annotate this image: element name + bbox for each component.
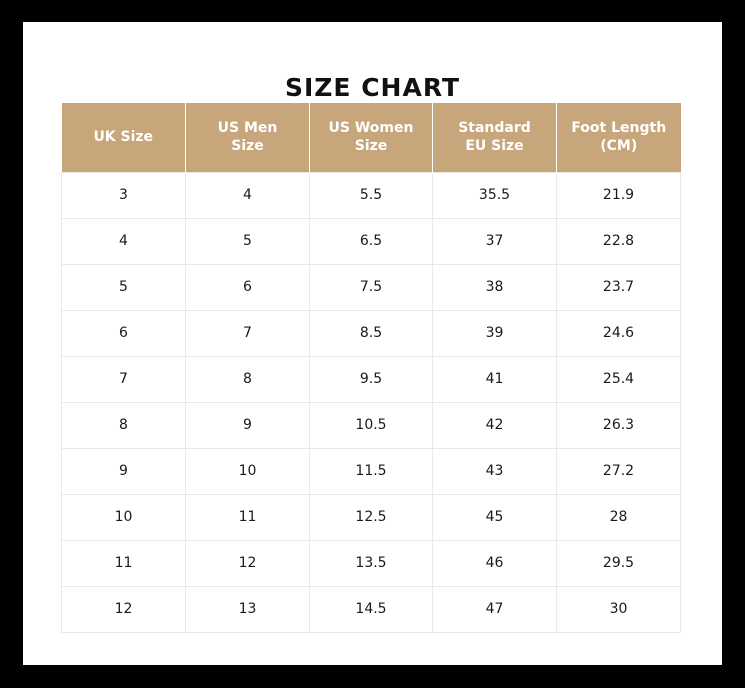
- table-cell: 45: [432, 493, 557, 541]
- table-cell: 10: [185, 447, 310, 495]
- table-row: 12 13 14.5 47 30: [61, 585, 681, 633]
- table-cell: 9.5: [309, 355, 433, 403]
- column-header-us-women-size: US Women Size: [309, 103, 433, 172]
- table-cell: 8.5: [309, 309, 433, 357]
- column-header-line: Foot Length: [571, 120, 667, 137]
- table-cell: 23.7: [556, 263, 681, 311]
- table-cell: 42: [432, 401, 557, 449]
- column-header-uk-size: UK Size: [61, 103, 186, 172]
- table-cell: 6: [61, 309, 186, 357]
- table-row: 3 4 5.5 35.5 21.9: [61, 171, 681, 219]
- table-cell: 22.8: [556, 217, 681, 265]
- table-row: 11 12 13.5 46 29.5: [61, 539, 681, 587]
- table-cell: 46: [432, 539, 557, 587]
- column-header-line: Size: [231, 138, 264, 155]
- table-cell: 10: [61, 493, 186, 541]
- table-cell: 47: [432, 585, 557, 633]
- table-header: UK Size US Men Size US Women Size Standa…: [61, 103, 681, 172]
- table-cell: 4: [61, 217, 186, 265]
- table-cell: 41: [432, 355, 557, 403]
- table-row: 8 9 10.5 42 26.3: [61, 401, 681, 449]
- table-cell: 7: [61, 355, 186, 403]
- page-title: SIZE CHART: [284, 73, 460, 102]
- table-cell: 8: [61, 401, 186, 449]
- table-cell: 43: [432, 447, 557, 495]
- table-row: 7 8 9.5 41 25.4: [61, 355, 681, 403]
- table-cell: 27.2: [556, 447, 681, 495]
- table-cell: 6: [185, 263, 310, 311]
- table-cell: 11.5: [309, 447, 433, 495]
- table-cell: 8: [185, 355, 310, 403]
- table-row: 9 10 11.5 43 27.2: [61, 447, 681, 495]
- size-chart-card: SIZE CHART UK Size US Men Size US Women …: [23, 22, 722, 665]
- table-cell: 14.5: [309, 585, 433, 633]
- table-cell: 30: [556, 585, 681, 633]
- table-cell: 5.5: [309, 171, 433, 219]
- table-cell: 12.5: [309, 493, 433, 541]
- table-cell: 7.5: [309, 263, 433, 311]
- table-cell: 24.6: [556, 309, 681, 357]
- table-row: 5 6 7.5 38 23.7: [61, 263, 681, 311]
- table-cell: 5: [61, 263, 186, 311]
- table-cell: 35.5: [432, 171, 557, 219]
- table-cell: 13.5: [309, 539, 433, 587]
- table-row: 6 7 8.5 39 24.6: [61, 309, 681, 357]
- table-cell: 21.9: [556, 171, 681, 219]
- column-header-us-men-size: US Men Size: [185, 103, 310, 172]
- table-cell: 10.5: [309, 401, 433, 449]
- table-cell: 9: [185, 401, 310, 449]
- column-header-line: Standard: [458, 120, 531, 137]
- table-row: 4 5 6.5 37 22.8: [61, 217, 681, 265]
- column-header-line: US Women: [328, 120, 414, 137]
- table-cell: 11: [185, 493, 310, 541]
- table-cell: 29.5: [556, 539, 681, 587]
- column-header-line: US Men: [217, 120, 278, 137]
- column-header-eu-size: Standard EU Size: [432, 103, 557, 172]
- table-cell: 9: [61, 447, 186, 495]
- table-cell: 3: [61, 171, 186, 219]
- table-cell: 6.5: [309, 217, 433, 265]
- table-cell: 12: [61, 585, 186, 633]
- header-row: UK Size US Men Size US Women Size Standa…: [61, 103, 681, 172]
- table-cell: 7: [185, 309, 310, 357]
- table-row: 10 11 12.5 45 28: [61, 493, 681, 541]
- table-cell: 13: [185, 585, 310, 633]
- table-cell: 25.4: [556, 355, 681, 403]
- table-cell: 11: [61, 539, 186, 587]
- column-header-line: (CM): [600, 138, 638, 155]
- table-cell: 37: [432, 217, 557, 265]
- column-header-line: UK Size: [93, 129, 154, 146]
- column-header-foot-length: Foot Length (CM): [556, 103, 681, 172]
- table-body: 3 4 5.5 35.5 21.9 4 5 6.5 37 22.8 5 6 7.…: [61, 171, 681, 633]
- table-cell: 28: [556, 493, 681, 541]
- size-table: UK Size US Men Size US Women Size Standa…: [61, 103, 681, 633]
- table-cell: 39: [432, 309, 557, 357]
- table-cell: 5: [185, 217, 310, 265]
- column-header-line: Size: [354, 138, 388, 155]
- table-cell: 12: [185, 539, 310, 587]
- table-cell: 4: [185, 171, 310, 219]
- table-cell: 26.3: [556, 401, 681, 449]
- table-cell: 38: [432, 263, 557, 311]
- column-header-line: EU Size: [465, 138, 524, 155]
